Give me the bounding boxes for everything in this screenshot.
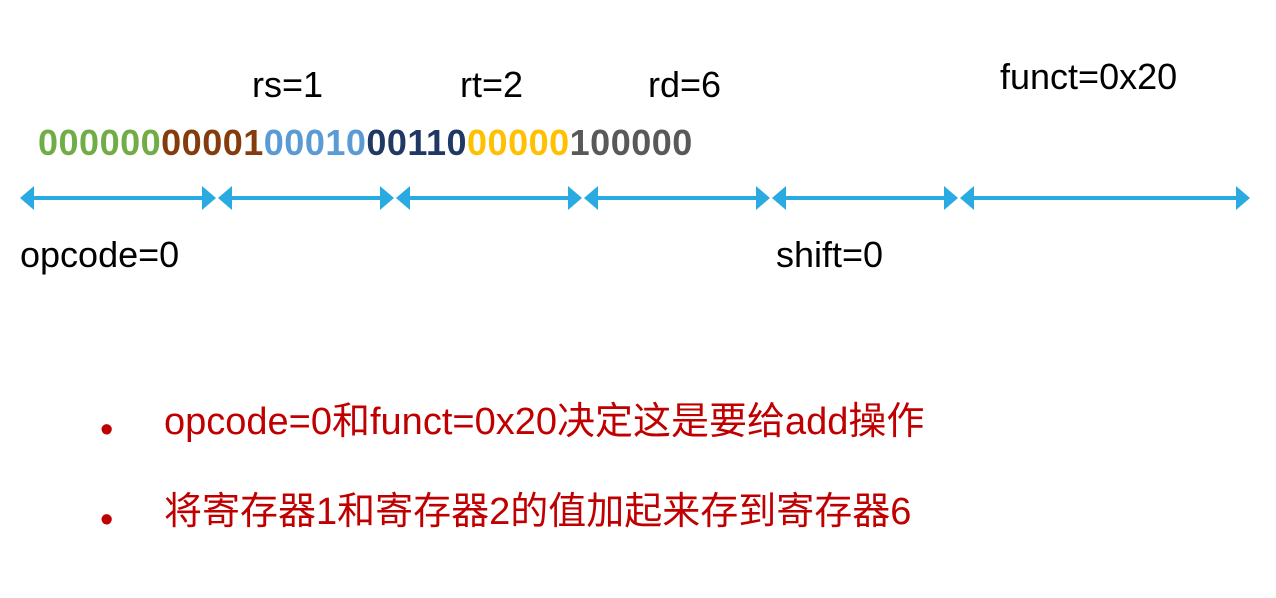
field-range-arrow	[772, 186, 958, 210]
bit-group: 0	[264, 122, 285, 163]
field-range-arrow	[960, 186, 1250, 210]
bit-group: 00	[529, 122, 570, 163]
explanation-bullets: • opcode=0和funct=0x20决定这是要给add操作 • 将寄存器1…	[100, 400, 1200, 579]
bit-group: 10	[570, 122, 611, 163]
bullet-dot-icon: •	[100, 408, 113, 454]
bit-group: 0010	[284, 122, 366, 163]
bit-group: 00	[120, 122, 161, 163]
bullet-text: 将寄存器1和寄存器2的值加起来存到寄存器6	[164, 491, 911, 533]
label-opcode: opcode=0	[20, 234, 179, 276]
bullet-dot-icon: •	[100, 498, 113, 544]
bit-group: 0	[447, 122, 468, 163]
field-range-arrow	[584, 186, 770, 210]
bit-group: 00	[161, 122, 202, 163]
field-range-arrow	[396, 186, 582, 210]
field-arrows-row	[20, 186, 1260, 210]
bit-group: 0000	[611, 122, 693, 163]
label-rs: rs=1	[252, 64, 323, 106]
binary-bit-row: 00000000001000100011000000100000	[38, 122, 693, 164]
bullet-text: opcode=0和funct=0x20决定这是要给add操作	[164, 401, 924, 443]
field-range-arrow	[218, 186, 394, 210]
diagram-canvas: rs=1 rt=2 rd=6 funct=0x20 00000000001000…	[0, 0, 1276, 598]
bit-group: 001	[202, 122, 264, 163]
bit-group: 000	[467, 122, 529, 163]
label-rt: rt=2	[460, 64, 523, 106]
bullet-item: • opcode=0和funct=0x20决定这是要给add操作	[100, 400, 1200, 446]
field-range-arrow	[20, 186, 216, 210]
bullet-item: • 将寄存器1和寄存器2的值加起来存到寄存器6	[100, 490, 1200, 536]
label-shift: shift=0	[776, 234, 883, 276]
bit-group: 0000	[38, 122, 120, 163]
label-funct: funct=0x20	[1000, 56, 1177, 98]
bit-group: 0011	[366, 122, 446, 163]
label-rd: rd=6	[648, 64, 721, 106]
